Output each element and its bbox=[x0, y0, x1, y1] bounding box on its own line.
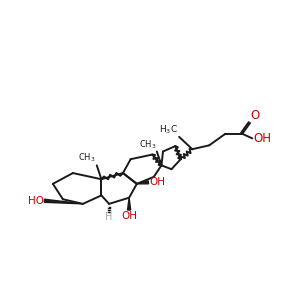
Text: O: O bbox=[251, 109, 260, 122]
Text: OH: OH bbox=[253, 132, 271, 145]
Text: OH: OH bbox=[149, 177, 165, 187]
Text: OH: OH bbox=[121, 211, 137, 221]
Text: H: H bbox=[105, 212, 113, 222]
Text: HO: HO bbox=[28, 196, 43, 206]
Text: CH$_3$: CH$_3$ bbox=[139, 138, 156, 151]
Text: CH$_3$: CH$_3$ bbox=[79, 151, 96, 164]
Polygon shape bbox=[137, 181, 148, 184]
Text: H$_3$C: H$_3$C bbox=[160, 124, 178, 136]
Polygon shape bbox=[44, 199, 83, 204]
Polygon shape bbox=[128, 198, 131, 210]
